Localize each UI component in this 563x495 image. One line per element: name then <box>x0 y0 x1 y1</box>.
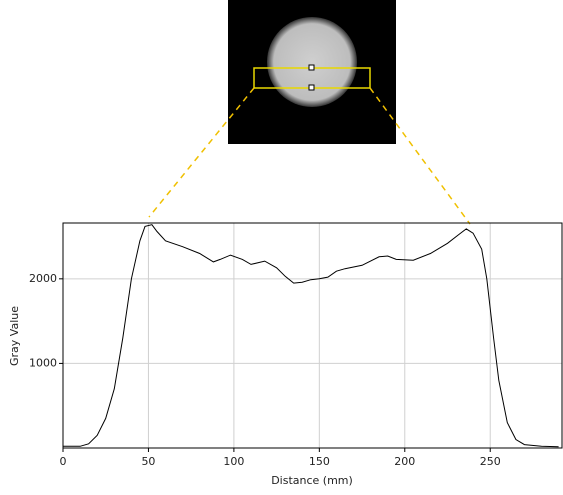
zoom-line <box>148 87 255 218</box>
source-image <box>228 0 396 144</box>
zoom-line <box>369 87 471 225</box>
x-tick-label: 150 <box>309 455 330 468</box>
x-tick-label: 200 <box>394 455 415 468</box>
roi-handle <box>308 84 315 91</box>
x-tick-label: 100 <box>223 455 244 468</box>
profile-line <box>63 224 559 448</box>
y-tick-label: 2000 <box>29 272 57 285</box>
x-tick-label: 250 <box>480 455 501 468</box>
phantom <box>267 17 357 107</box>
x-axis-label: Distance (mm) <box>271 474 353 487</box>
y-tick-label: 1000 <box>29 356 57 369</box>
roi-handle <box>308 64 315 71</box>
y-axis-label: Gray Value <box>8 306 21 366</box>
plot-frame <box>62 222 563 449</box>
x-tick-label: 50 <box>141 455 155 468</box>
x-tick-label: 0 <box>60 455 67 468</box>
